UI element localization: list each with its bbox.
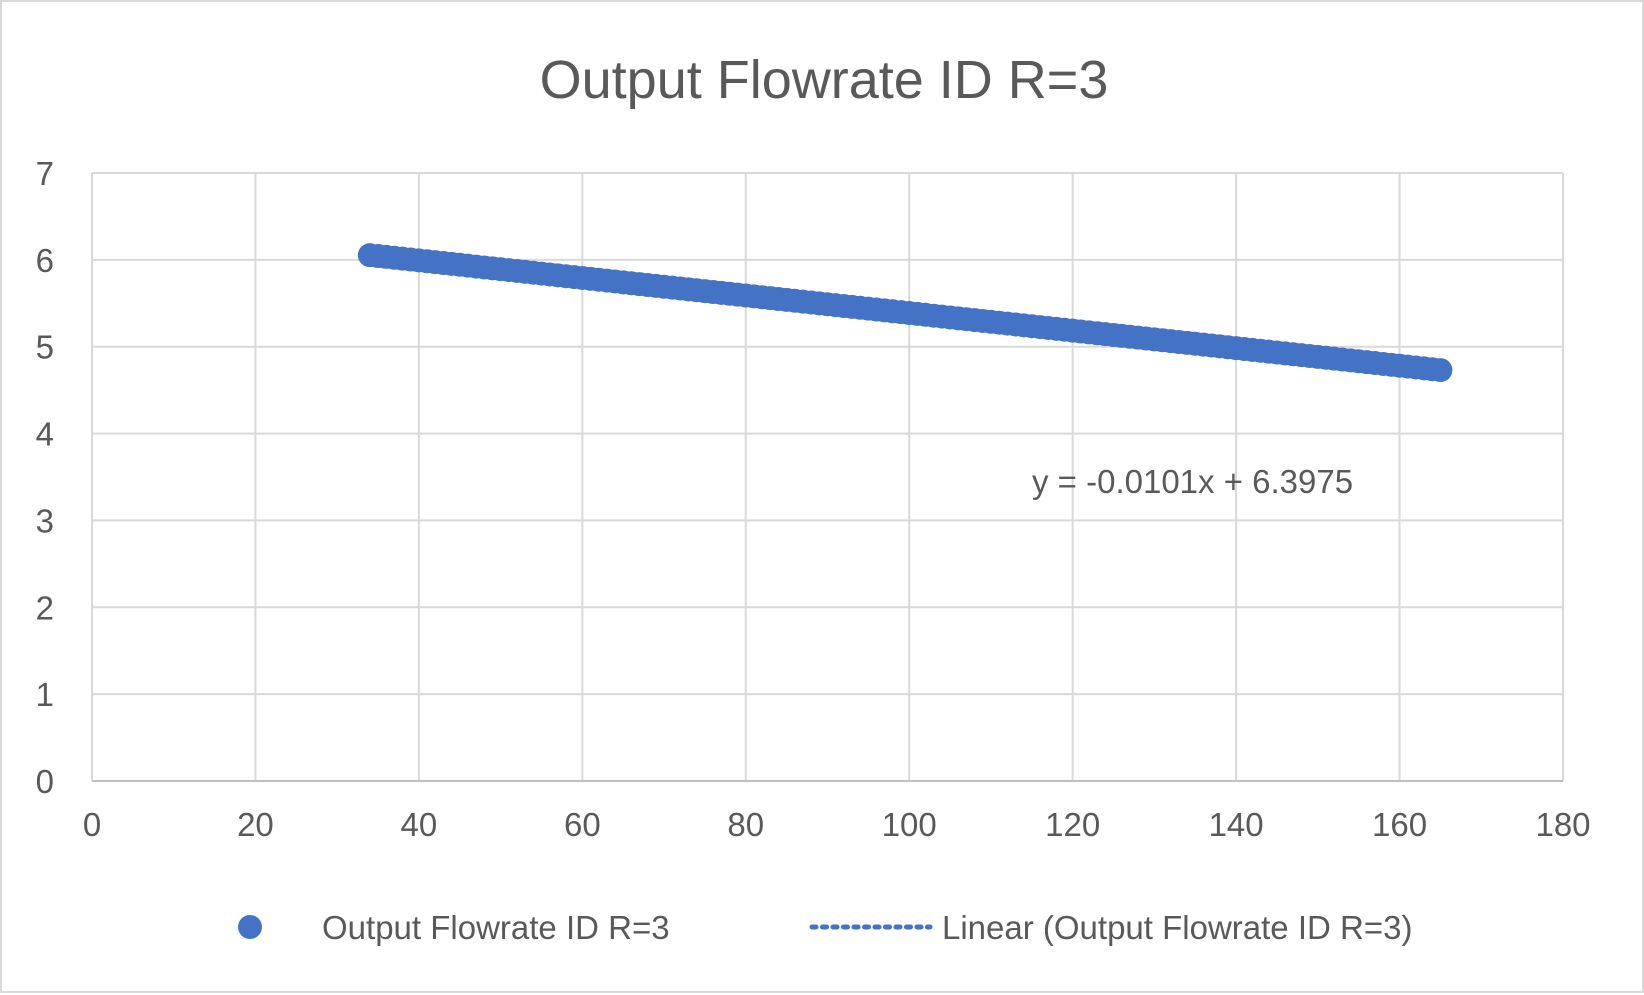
x-tick-label-7: 140 xyxy=(1209,806,1264,843)
x-tick-label-0: 0 xyxy=(83,806,101,843)
data-point-0-131 xyxy=(1428,358,1453,383)
legend-entry-series[interactable]: Output Flowrate ID R=3 xyxy=(238,909,670,946)
y-tick-label-0: 0 xyxy=(36,763,54,800)
legend: Output Flowrate ID R=3 Linear (Output Fl… xyxy=(238,909,1412,946)
y-tick-label-4: 4 xyxy=(36,416,54,453)
x-tick-label-1: 20 xyxy=(237,806,274,843)
legend-entry-trendline[interactable]: Linear (Output Flowrate ID R=3) xyxy=(809,909,1412,946)
x-tick-label-2: 40 xyxy=(401,806,438,843)
y-tick-label-2: 2 xyxy=(36,589,54,626)
x-tick-label-8: 160 xyxy=(1372,806,1427,843)
x-tick-label-6: 120 xyxy=(1045,806,1100,843)
x-tick-label-4: 80 xyxy=(727,806,764,843)
y-tick-label-3: 3 xyxy=(36,502,54,539)
gridlines xyxy=(91,172,1564,781)
x-tick-label-9: 180 xyxy=(1535,806,1590,843)
trendline-equation: y = -0.0101x + 6.3975 xyxy=(1032,463,1353,500)
data-points xyxy=(357,243,1453,383)
x-tick-label-3: 60 xyxy=(564,806,601,843)
y-tick-label-5: 5 xyxy=(36,329,54,366)
axes: 0 20 40 60 80 100 120 140 160 180 0 1 2 3 4 5 6 7 xyxy=(36,155,1591,843)
legend-label-trendline: Linear (Output Flowrate ID R=3) xyxy=(942,909,1412,946)
x-tick-label-5: 100 xyxy=(882,806,937,843)
legend-marker-series xyxy=(238,915,262,939)
chart-title: Output Flowrate ID R=3 xyxy=(540,50,1109,110)
y-tick-label-6: 6 xyxy=(36,242,54,279)
y-tick-label-1: 1 xyxy=(36,676,54,713)
y-tick-label-7: 7 xyxy=(36,155,54,192)
legend-label-series: Output Flowrate ID R=3 xyxy=(322,909,670,946)
